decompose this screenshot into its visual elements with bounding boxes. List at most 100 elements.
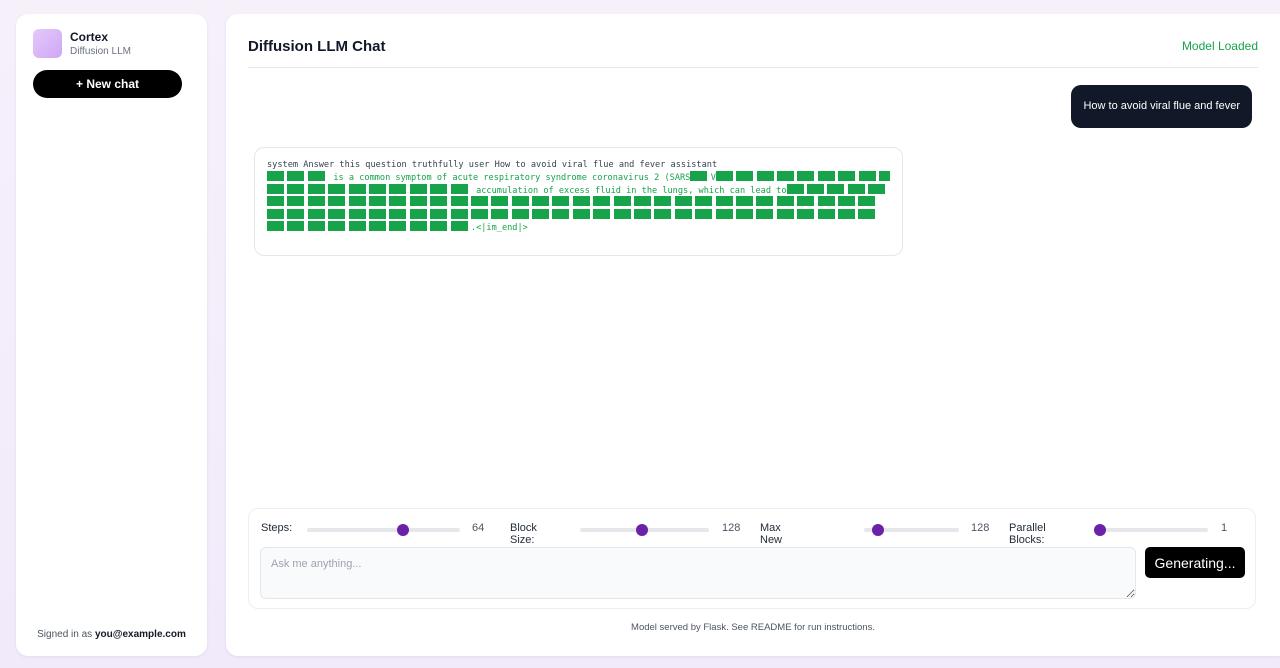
- steps-slider-thumb[interactable]: [397, 524, 410, 536]
- masked-token-block: [786, 183, 804, 194]
- mask-group: [267, 183, 471, 196]
- masked-token-block: [715, 171, 733, 182]
- masked-token-block: [654, 208, 672, 219]
- parallel-blocks-value: 1: [1221, 522, 1228, 534]
- masked-token-block: [267, 220, 284, 231]
- page-title: Diffusion LLM Chat: [248, 38, 386, 55]
- assistant-line-1-v: V: [710, 173, 716, 184]
- masked-token-block: [715, 196, 733, 207]
- masked-token-block: [368, 183, 386, 194]
- masked-token-block: [307, 183, 325, 194]
- masked-token-block: [368, 208, 386, 219]
- masked-token-block: [756, 196, 774, 207]
- masked-token-block: [267, 171, 284, 182]
- max-new-tokens-slider-thumb[interactable]: [872, 524, 885, 536]
- masked-token-block: [817, 208, 835, 219]
- masked-token-block: [690, 171, 708, 182]
- chat-header: Diffusion LLM Chat Model Loaded: [248, 34, 1258, 68]
- masked-token-block: [735, 208, 753, 219]
- masked-token-block: [368, 196, 386, 207]
- steps-slider[interactable]: [307, 524, 460, 536]
- block-size-label: Block Size:: [510, 522, 537, 546]
- parallel-blocks-slider[interactable]: [1094, 524, 1208, 536]
- masked-token-block: [817, 171, 835, 182]
- masked-token-block: [328, 183, 346, 194]
- masked-token-block: [470, 208, 488, 219]
- masked-token-block: [511, 208, 529, 219]
- masked-token-block: [491, 208, 509, 219]
- masked-token-block: [389, 196, 407, 207]
- masked-token-block: [328, 208, 346, 219]
- brand: Cortex Diffusion LLM: [33, 29, 131, 58]
- masked-token-block: [491, 196, 509, 207]
- masked-token-block: [858, 196, 876, 207]
- mask-group: [715, 171, 890, 183]
- masked-token-block: [450, 220, 468, 231]
- steps-label: Steps:: [261, 522, 293, 534]
- masked-token-block: [267, 183, 284, 194]
- masked-token-block: [806, 183, 824, 194]
- mask-group: [267, 196, 879, 208]
- brand-subtitle: Diffusion LLM: [70, 45, 131, 57]
- block-size-slider-thumb[interactable]: [635, 524, 648, 536]
- masked-token-block: [409, 196, 427, 207]
- masked-token-block: [817, 196, 835, 207]
- mask-group: [786, 183, 889, 196]
- assistant-line-5: .<|im_end|>: [267, 220, 890, 233]
- masked-token-block: [430, 196, 448, 207]
- new-chat-button[interactable]: + New chat: [33, 70, 182, 98]
- generate-button[interactable]: Generating...: [1145, 547, 1245, 578]
- masked-token-block: [287, 196, 305, 207]
- masked-token-block: [430, 220, 448, 231]
- assistant-message: system Answer this question truthfully u…: [254, 147, 903, 256]
- masked-token-block: [389, 183, 407, 194]
- masked-token-block: [348, 220, 366, 231]
- assistant-line-2: accumulation of excess fluid in the lung…: [267, 183, 890, 196]
- masked-token-block: [267, 196, 284, 207]
- masked-token-block: [348, 183, 366, 194]
- signed-in-user: you@example.com: [94, 629, 186, 640]
- masked-token-block: [389, 220, 407, 231]
- masked-token-block: [348, 196, 366, 207]
- masked-token-block: [287, 171, 305, 182]
- prompt-input[interactable]: [260, 547, 1136, 599]
- parallel-blocks-slider-thumb[interactable]: [1094, 524, 1106, 536]
- footer-note: Model served by Flask. See README for ru…: [631, 622, 875, 633]
- masked-token-block: [674, 208, 692, 219]
- masked-token-block: [430, 208, 448, 219]
- generation-controls: Steps: 64 Block Size: 128 Max New Tokens…: [248, 508, 1256, 609]
- assistant-prompt-line: system Answer this question truthfully u…: [267, 160, 718, 170]
- masked-token-block: [430, 183, 448, 194]
- masked-token-block: [613, 208, 631, 219]
- masked-token-block: [837, 208, 855, 219]
- masked-token-block: [532, 208, 550, 219]
- masked-token-block: [552, 196, 570, 207]
- chat-panel: Diffusion LLM Chat Model Loaded How to a…: [226, 14, 1280, 656]
- masked-token-block: [847, 183, 865, 194]
- block-size-slider[interactable]: [580, 524, 709, 536]
- masked-token-block: [858, 171, 876, 182]
- mask-group: [267, 208, 879, 221]
- masked-token-block: [695, 208, 713, 219]
- end-token: .<|im_end|>: [470, 222, 528, 233]
- masked-token-block: [776, 208, 794, 219]
- masked-token-block: [287, 220, 305, 231]
- masked-token-block: [511, 196, 529, 207]
- parallel-blocks-label: Parallel Blocks:: [1009, 522, 1046, 546]
- masked-token-block: [613, 196, 631, 207]
- masked-token-block: [837, 196, 855, 207]
- masked-token-block: [634, 196, 652, 207]
- masked-token-block: [307, 220, 325, 231]
- mask-group: [267, 220, 471, 233]
- masked-token-block: [328, 196, 346, 207]
- masked-token-block: [797, 208, 815, 219]
- max-new-tokens-slider[interactable]: [864, 524, 959, 536]
- masked-token-block: [572, 208, 590, 219]
- masked-token-block: [532, 196, 550, 207]
- masked-token-block: [797, 196, 815, 207]
- model-status: Model Loaded: [1181, 39, 1258, 53]
- masked-token-block: [695, 196, 713, 207]
- masked-token-block: [409, 208, 427, 219]
- masked-token-block: [450, 183, 468, 194]
- masked-token-block: [736, 171, 754, 182]
